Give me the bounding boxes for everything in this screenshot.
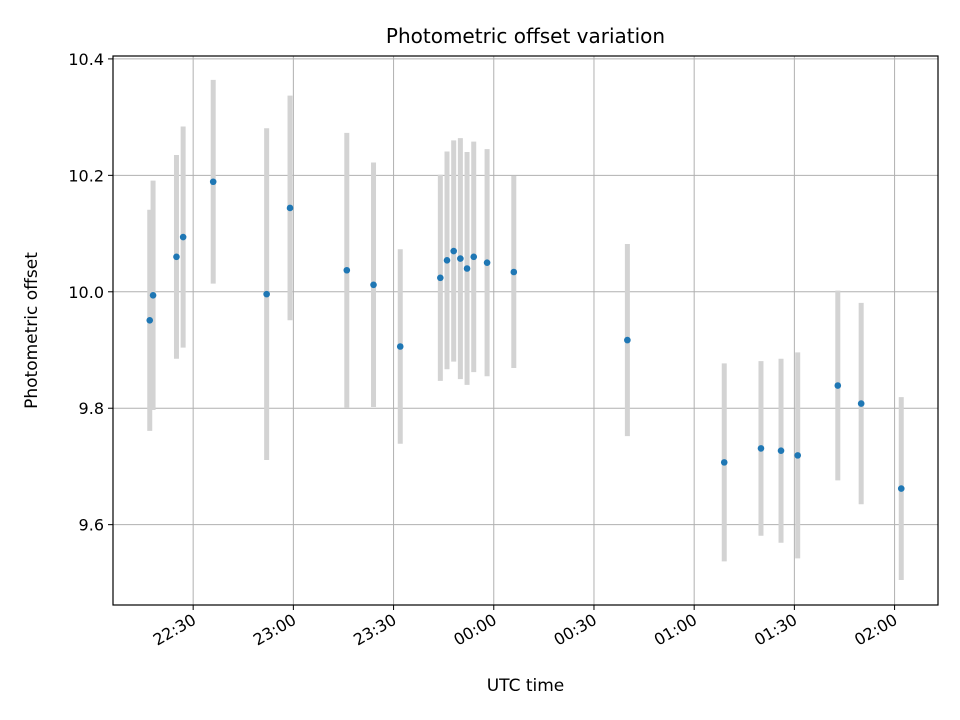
data-point: [263, 290, 270, 298]
data-point: [146, 317, 154, 324]
data-point: [443, 257, 451, 264]
plot-frame: [112, 55, 939, 606]
data-point: [510, 268, 518, 276]
data-point: [463, 265, 471, 272]
data-point: [777, 447, 785, 455]
y-tick-label: 10.2: [68, 166, 104, 185]
data-point: [286, 204, 294, 212]
y-axis-ticks: 9.6 9.8 10.0 10.2 10.4: [68, 50, 113, 535]
data-point: [624, 336, 631, 344]
x-axis-label: UTC time: [487, 676, 565, 696]
data-point: [794, 452, 802, 459]
data-point: [450, 247, 457, 255]
y-tick-label: 10.4: [68, 50, 104, 69]
data-point: [457, 255, 464, 262]
grid: [113, 56, 938, 605]
y-tick-label: 10.0: [68, 283, 104, 302]
data-point: [720, 459, 728, 466]
data-point: [209, 178, 217, 186]
data-point: [396, 343, 404, 350]
data-point: [757, 445, 765, 452]
data-point: [897, 485, 905, 492]
data-point: [437, 274, 444, 282]
y-tick-label: 9.8: [79, 399, 104, 418]
data-point: [483, 259, 491, 266]
data-point: [470, 253, 478, 261]
y-axis-label: Photometric offset: [22, 252, 42, 409]
data-point: [834, 382, 842, 389]
data-point: [370, 281, 377, 289]
data-point: [173, 253, 180, 261]
y-tick-label: 9.6: [79, 516, 104, 535]
data-point: [857, 400, 865, 407]
data-points: [146, 178, 905, 492]
data-point: [343, 266, 351, 274]
chart-title: Photometric offset variation: [386, 24, 665, 48]
data-point: [149, 291, 157, 299]
data-point: [179, 233, 187, 241]
